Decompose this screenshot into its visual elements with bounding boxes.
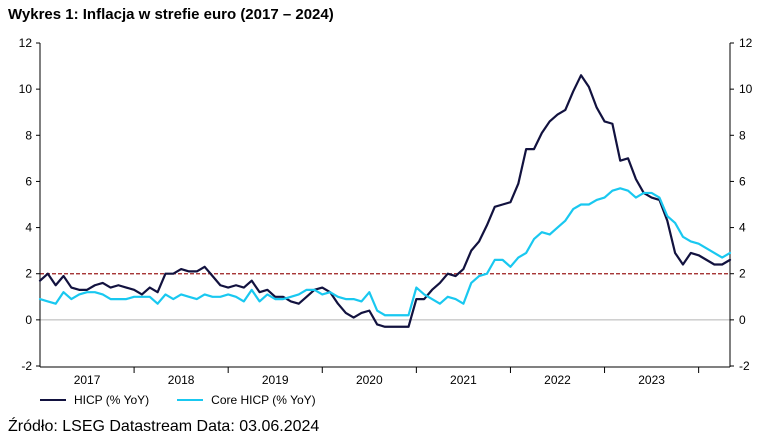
y-tick-label-right: 12 xyxy=(739,36,753,50)
y-tick-label-left: -2 xyxy=(21,359,32,373)
legend-swatch-hicp xyxy=(40,399,66,401)
y-tick-label-right: 10 xyxy=(739,82,753,96)
chart-title: Wykres 1: Inflacja w strefie euro (2017 … xyxy=(8,6,334,23)
y-tick-label-left: 4 xyxy=(25,221,32,235)
y-tick-label-right: 2 xyxy=(739,267,746,281)
series-line-hicp xyxy=(38,74,732,328)
y-tick-label-left: 2 xyxy=(25,267,32,281)
legend-item-core-hicp: Core HICP (% YoY) xyxy=(177,393,316,407)
y-tick-label-left: 6 xyxy=(25,174,32,188)
legend-label-hicp: HICP (% YoY) xyxy=(74,393,150,407)
series-line-core-hicp xyxy=(38,187,732,317)
y-tick-label-left: 10 xyxy=(19,82,33,96)
y-tick-label-left: 0 xyxy=(25,313,32,327)
legend: HICP (% YoY) Core HICP (% YoY) xyxy=(40,393,316,407)
series-layer xyxy=(38,74,732,328)
x-tick-label: 2023 xyxy=(638,373,665,387)
x-tick-label: 2017 xyxy=(74,373,101,387)
y-tick-label-right: 6 xyxy=(739,174,746,188)
y-tick-label-right: 8 xyxy=(739,128,746,142)
y-tick-label-left: 8 xyxy=(25,128,32,142)
x-tick-label: 2021 xyxy=(450,373,477,387)
x-tick-label: 2022 xyxy=(544,373,571,387)
x-tick-label: 2018 xyxy=(168,373,195,387)
y-tick-label-right: -2 xyxy=(739,359,750,373)
y-tick-label-right: 0 xyxy=(739,313,746,327)
legend-item-hicp: HICP (% YoY) xyxy=(40,393,149,407)
source-note: Źródło: LSEG Datastream Data: 03.06.2024 xyxy=(8,418,320,435)
y-tick-label-left: 12 xyxy=(19,36,33,50)
axes-layer: -2 -2 0 0 2 2 4 4 6 6 8 8 10 10 12 12 2017 2018 2019 2020 20… xyxy=(19,36,753,387)
x-tick-label: 2020 xyxy=(356,373,383,387)
y-tick-label-right: 4 xyxy=(739,221,746,235)
legend-swatch-core-hicp xyxy=(177,399,204,401)
legend-label-core-hicp: Core HICP (% YoY) xyxy=(211,393,316,407)
x-tick-label: 2019 xyxy=(262,373,289,387)
